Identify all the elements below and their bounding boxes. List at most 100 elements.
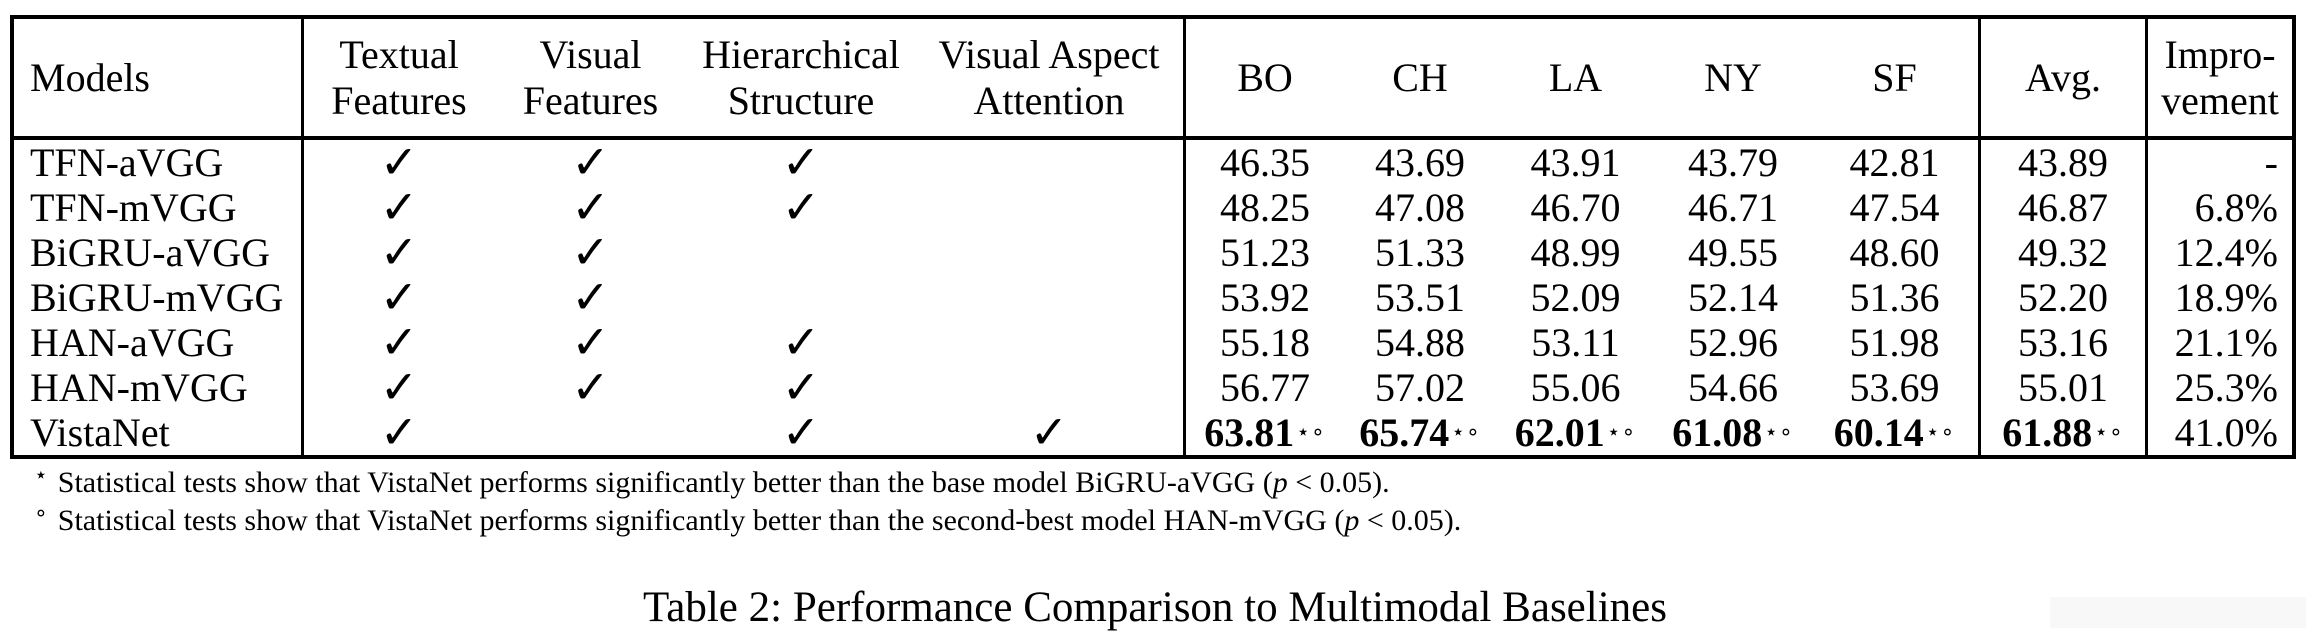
checkmark-icon: ✓ xyxy=(571,269,610,324)
score-value: 43.69 xyxy=(1375,139,1465,185)
score-cell: 63.81 ⋆∘ xyxy=(1204,409,1326,455)
model-name-cell: HAN-aVGG xyxy=(14,320,304,365)
improvement-header-text: Impro-vement xyxy=(2161,31,2279,123)
average-cell: 49.32 xyxy=(1981,230,2148,275)
improvement-cell: 18.9% xyxy=(2174,274,2278,320)
checkmark-icon: ✓ xyxy=(379,134,419,189)
score-cell: 46.71 xyxy=(1655,185,1811,230)
score-value: 55.01 xyxy=(2018,364,2108,410)
score-value: 53.16 xyxy=(2018,319,2108,365)
score-value: 53.11 xyxy=(1531,319,1620,365)
score-value: 43.91 xyxy=(1530,139,1621,185)
score-value: 47.54 xyxy=(1849,184,1940,230)
score-value: 48.60 xyxy=(1849,229,1940,275)
score-value: 48.99 xyxy=(1530,229,1621,275)
col-header-city-sf: SF xyxy=(1811,19,1981,140)
score-cell: 43.91 xyxy=(1496,140,1655,185)
col-header-improvement: Impro-vement xyxy=(2148,19,2292,140)
score-cell: 56.77 xyxy=(1186,365,1344,410)
score-value: 51.36 xyxy=(1849,274,1940,320)
score-cell: 51.33 xyxy=(1344,230,1496,275)
score-cell: 55.18 xyxy=(1186,320,1344,365)
average-cell: 61.88 ⋆∘ xyxy=(1981,410,2148,455)
average-cell: 52.20 xyxy=(1981,275,2148,320)
footnote-star-tail: < 0.05). xyxy=(1287,466,1390,499)
score-cell: 62.01 ⋆∘ xyxy=(1514,409,1637,455)
average-cell: 43.89 xyxy=(1981,140,2148,185)
results-table: Models Textual Features Visual Features … xyxy=(10,15,2296,459)
score-value: 55.06 xyxy=(1530,364,1621,410)
col-header-city-ch: CH xyxy=(1344,19,1496,140)
score-value: 53.51 xyxy=(1375,274,1465,320)
footnote-circle-tail: < 0.05). xyxy=(1359,504,1462,537)
score-value: 47.08 xyxy=(1375,184,1465,230)
score-cell: 65.74 ⋆∘ xyxy=(1359,409,1481,455)
checkmark-icon: ✓ xyxy=(379,404,419,459)
score-cell: 47.08 xyxy=(1344,185,1496,230)
highlight-box xyxy=(2050,597,2306,628)
checkmark-icon: ✓ xyxy=(571,314,610,369)
score-cell: 53.92 xyxy=(1186,275,1344,320)
score-value: 62.01 xyxy=(1514,409,1605,455)
score-value: 65.74 xyxy=(1359,409,1450,455)
empty-feature-cell xyxy=(687,275,915,320)
score-value: 51.33 xyxy=(1375,229,1465,275)
score-cell: 52.14 xyxy=(1655,275,1811,320)
score-value: 53.69 xyxy=(1849,364,1940,410)
improvement-cell: 6.8% xyxy=(2194,184,2278,230)
score-value: 57.02 xyxy=(1375,364,1465,410)
circle-marker-icon: ∘ xyxy=(34,501,48,526)
checkmark-icon: ✓ xyxy=(781,134,821,189)
score-cell: 57.02 xyxy=(1344,365,1496,410)
score-value: 52.20 xyxy=(2018,274,2108,320)
score-value: 46.71 xyxy=(1688,184,1778,230)
col-header-visual-aspect-attention: Visual Aspect Attention xyxy=(915,19,1186,140)
footnote-star-text: Statistical tests show that VistaNet per… xyxy=(57,466,1273,499)
score-value: 46.35 xyxy=(1220,139,1310,185)
score-value: 54.66 xyxy=(1688,364,1778,410)
score-value: 55.18 xyxy=(1220,319,1310,365)
score-value: 60.14 xyxy=(1833,409,1924,455)
checkmark-icon: ✓ xyxy=(571,179,610,234)
average-cell: 55.01 xyxy=(1981,365,2148,410)
score-value: 52.14 xyxy=(1688,274,1778,320)
checkmark-icon: ✓ xyxy=(379,359,419,414)
star-marker-icon: ⋆ xyxy=(34,463,48,488)
score-value: 63.81 xyxy=(1204,409,1295,455)
footnote-circle: ∘ Statistical tests show that VistaNet pe… xyxy=(34,502,1461,540)
score-value: 56.77 xyxy=(1220,364,1310,410)
score-value: 43.89 xyxy=(2018,139,2108,185)
checkmark-icon: ✓ xyxy=(571,134,610,189)
checkmark-icon: ✓ xyxy=(781,404,821,459)
score-cell: 51.36 xyxy=(1811,275,1981,320)
improvement-cell: - xyxy=(2264,139,2278,185)
score-value: 48.25 xyxy=(1220,184,1310,230)
p-variable: p xyxy=(1272,466,1288,499)
checkmark-icon: ✓ xyxy=(781,314,821,369)
score-cell: 46.35 xyxy=(1186,140,1344,185)
score-value: 61.08 xyxy=(1672,409,1763,455)
p-variable: p xyxy=(1344,504,1360,537)
score-cell: 48.99 xyxy=(1496,230,1655,275)
footnote-circle-text: Statistical tests show that VistaNet per… xyxy=(57,504,1345,537)
col-header-average: Avg. xyxy=(1981,19,2148,140)
footnotes: ⋆ Statistical tests show that VistaNet pe… xyxy=(34,464,1461,540)
score-value: 52.09 xyxy=(1530,274,1621,320)
col-header-city-la: LA xyxy=(1496,19,1655,140)
empty-feature-cell xyxy=(687,230,915,275)
score-cell: 42.81 xyxy=(1811,140,1981,185)
score-value: 53.92 xyxy=(1220,274,1310,320)
checkmark-icon: ✓ xyxy=(379,269,419,324)
empty-feature-cell xyxy=(915,320,1186,365)
score-cell: 54.88 xyxy=(1344,320,1496,365)
improvement-cell: 25.3% xyxy=(2174,364,2278,410)
empty-feature-cell xyxy=(915,185,1186,230)
model-name-cell: TFN-mVGG xyxy=(14,185,304,230)
score-value: 54.88 xyxy=(1375,319,1465,365)
col-header-models: Models xyxy=(14,19,304,140)
checkmark-icon: ✓ xyxy=(379,314,419,369)
score-cell: 60.14 ⋆∘ xyxy=(1811,410,1981,455)
score-value: 51.98 xyxy=(1849,319,1940,365)
score-value: 42.81 xyxy=(1849,139,1940,185)
score-cell: 48.25 xyxy=(1186,185,1344,230)
